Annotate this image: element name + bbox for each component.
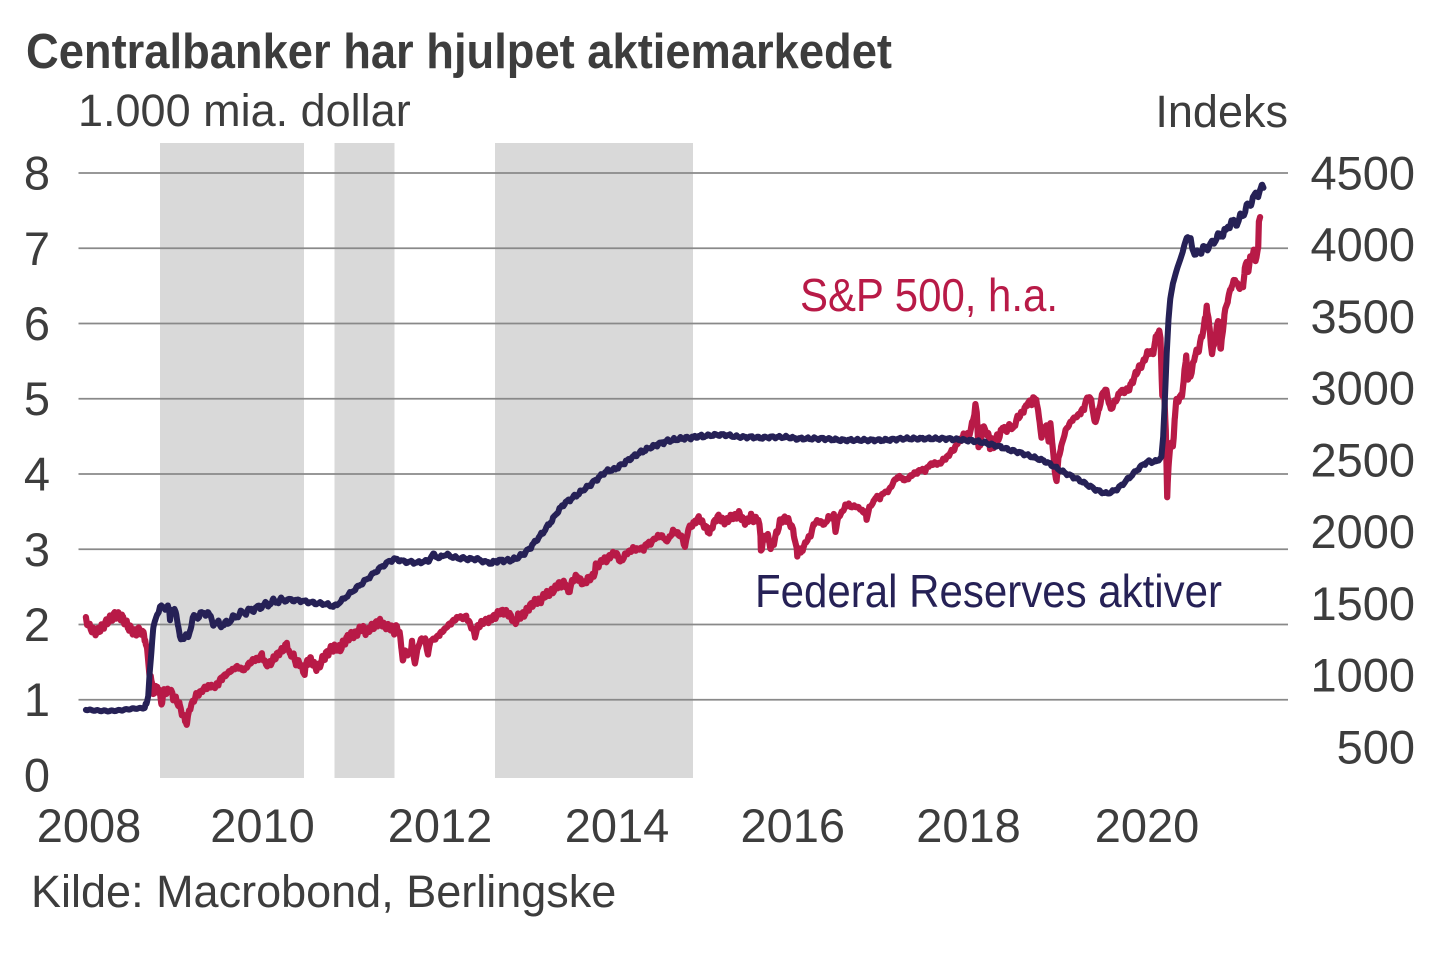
svg-text:Federal Reserves aktiver: Federal Reserves aktiver [755,565,1222,617]
svg-text:2018: 2018 [916,799,1021,852]
svg-text:2008: 2008 [37,799,142,852]
svg-text:1.000 mia. dollar: 1.000 mia. dollar [78,85,411,136]
svg-text:2010: 2010 [210,799,315,852]
svg-text:1: 1 [24,673,50,726]
svg-text:7: 7 [24,222,50,275]
svg-text:1000: 1000 [1310,649,1415,702]
svg-text:2500: 2500 [1310,433,1415,486]
svg-text:2014: 2014 [565,799,670,852]
svg-text:2020: 2020 [1095,799,1200,852]
svg-text:4000: 4000 [1310,218,1415,271]
svg-text:5: 5 [24,372,50,425]
svg-text:Indeks: Indeks [1155,86,1288,137]
svg-text:6: 6 [24,297,50,350]
svg-text:3: 3 [24,523,50,576]
svg-text:0: 0 [24,749,50,802]
svg-text:3500: 3500 [1310,290,1415,343]
svg-text:4500: 4500 [1310,146,1415,199]
svg-text:500: 500 [1337,720,1415,773]
svg-text:2000: 2000 [1310,505,1415,558]
svg-text:3000: 3000 [1310,362,1415,415]
svg-text:2016: 2016 [741,799,846,852]
svg-text:4: 4 [24,448,50,501]
svg-text:8: 8 [24,147,50,200]
svg-text:2012: 2012 [388,799,493,852]
svg-text:1500: 1500 [1310,577,1415,630]
svg-text:S&P 500, h.a.: S&P 500, h.a. [800,269,1058,321]
svg-text:Kilde: Macrobond, Berlingske: Kilde: Macrobond, Berlingske [31,866,616,917]
svg-text:Centralbanker har hjulpet akti: Centralbanker har hjulpet aktiemarkedet [26,25,892,79]
svg-text:2: 2 [24,598,50,651]
